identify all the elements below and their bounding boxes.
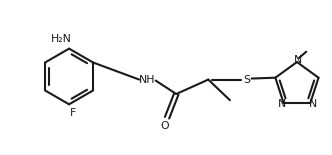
Text: NH: NH [139, 75, 156, 85]
Text: F: F [70, 108, 76, 117]
Text: S: S [243, 75, 250, 85]
Text: H₂N: H₂N [50, 34, 71, 44]
Text: N: N [294, 55, 302, 65]
Text: N: N [278, 99, 286, 109]
Text: N: N [309, 99, 317, 109]
Text: O: O [161, 121, 169, 131]
